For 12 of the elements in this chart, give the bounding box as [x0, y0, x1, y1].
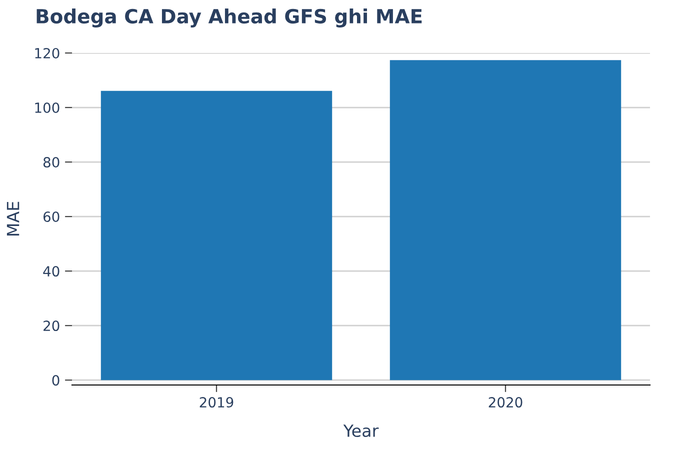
y-tick-label: 100	[35, 102, 60, 113]
y-tick-label: 20	[44, 320, 60, 332]
y-tick-label: 60	[43, 212, 60, 222]
x-tick-label: 2019	[200, 397, 234, 408]
y-tick-label: 120	[35, 48, 60, 58]
y-axis-title: MAE	[6, 202, 20, 236]
x-tick-label: 2020	[488, 397, 522, 408]
y-tick-label: 0	[52, 375, 60, 386]
y-tick-label: 80	[43, 157, 60, 168]
y-tick-label: 40	[43, 266, 60, 277]
chart-title: Bodega CA Day Ahead GFS ghi MAE	[36, 8, 422, 28]
x-axis-title: Year	[343, 424, 379, 438]
